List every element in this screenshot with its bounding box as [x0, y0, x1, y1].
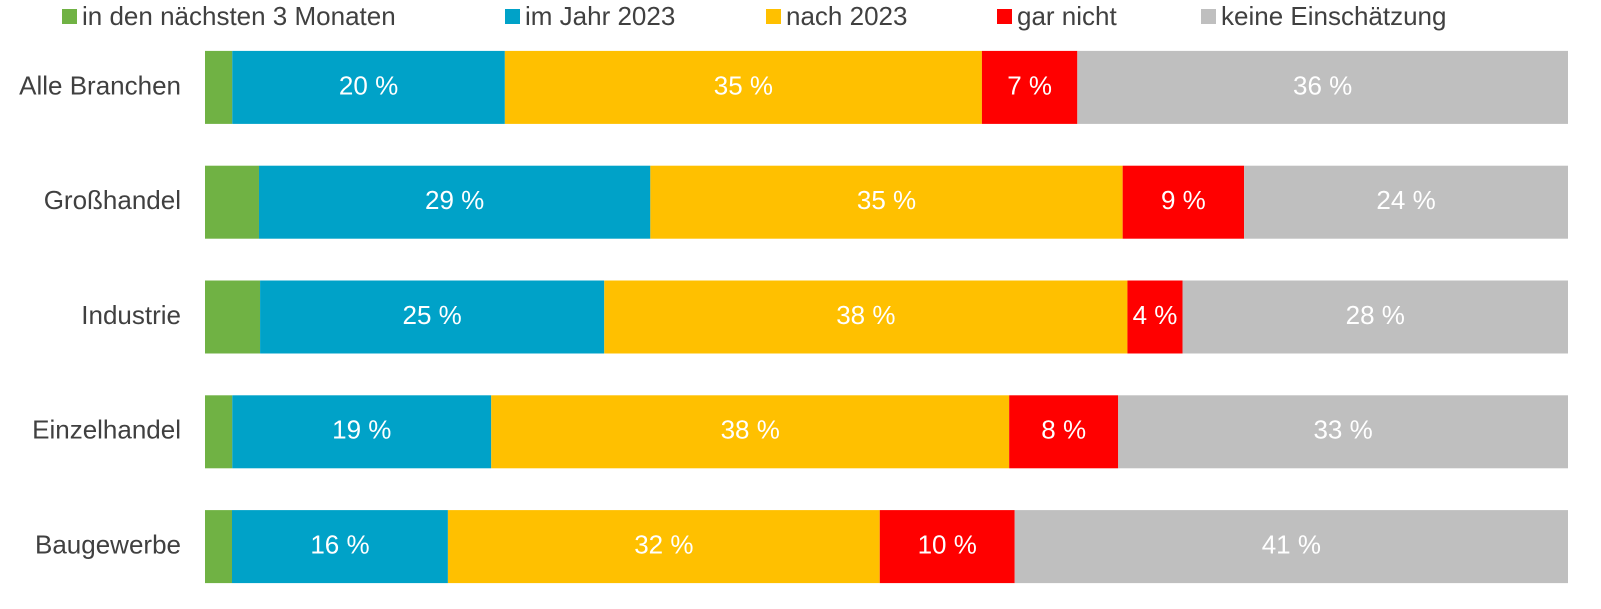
- bar-segment: [231, 510, 448, 584]
- value-label: 25 %: [403, 300, 462, 330]
- value-label: 29 %: [425, 185, 484, 215]
- category-label: Einzelhandel: [32, 415, 181, 445]
- legend-label: im Jahr 2023: [525, 1, 675, 31]
- category-label: Baugewerbe: [35, 529, 181, 559]
- bar-segment: [205, 510, 232, 584]
- bar-segment: [1122, 165, 1245, 239]
- bar-segment: [260, 280, 605, 354]
- bar-segment: [205, 280, 261, 354]
- bar-segment: [447, 510, 880, 584]
- value-label: 28 %: [1346, 300, 1405, 330]
- value-label: 9 %: [1161, 185, 1206, 215]
- value-label: 20 %: [339, 70, 398, 100]
- bar-segment: [650, 165, 1123, 239]
- bar-segment: [1009, 395, 1119, 469]
- value-label: 38 %: [836, 300, 895, 330]
- value-label: 24 %: [1376, 185, 1435, 215]
- bar-segment: [504, 50, 982, 124]
- legend-swatch: [997, 9, 1012, 24]
- legend-swatch: [62, 9, 77, 24]
- bar-segment: [232, 395, 492, 469]
- legend-label: gar nicht: [1017, 1, 1117, 31]
- value-label: 41 %: [1262, 529, 1321, 559]
- legend-label: keine Einschätzung: [1221, 1, 1446, 31]
- value-label: 38 %: [721, 415, 780, 445]
- category-label: Großhandel: [44, 185, 181, 215]
- legend-swatch: [505, 9, 520, 24]
- bar-segment: [1127, 280, 1183, 354]
- value-label: 35 %: [714, 70, 773, 100]
- legend-swatch: [1201, 9, 1216, 24]
- value-label: 32 %: [634, 529, 693, 559]
- bar-segment: [205, 50, 233, 124]
- value-label: 8 %: [1041, 415, 1086, 445]
- bar-segment: [981, 50, 1078, 124]
- value-label: 7 %: [1007, 70, 1052, 100]
- bar-segment: [1182, 280, 1568, 354]
- bar-segment: [491, 395, 1010, 469]
- bar-segment: [205, 165, 259, 239]
- bar-segment: [232, 50, 505, 124]
- bar-segment: [205, 395, 233, 469]
- bar-segment: [879, 510, 1015, 584]
- value-label: 16 %: [310, 529, 369, 559]
- legend-label: nach 2023: [786, 1, 907, 31]
- category-label: Alle Branchen: [19, 70, 181, 100]
- value-label: 10 %: [918, 529, 977, 559]
- value-label: 4 %: [1133, 300, 1178, 330]
- bar-segment: [1244, 165, 1568, 239]
- value-label: 19 %: [332, 415, 391, 445]
- value-label: 33 %: [1313, 415, 1372, 445]
- legend-label: in den nächsten 3 Monaten: [82, 1, 396, 31]
- value-label: 35 %: [857, 185, 916, 215]
- category-label: Industrie: [81, 300, 181, 330]
- value-label: 36 %: [1293, 70, 1352, 100]
- bar-segment: [1014, 510, 1568, 584]
- legend-swatch: [766, 9, 781, 24]
- bar-segment: [1118, 395, 1568, 469]
- bar-segment: [604, 280, 1128, 354]
- bar-segment: [1077, 50, 1568, 124]
- bar-segment: [258, 165, 651, 239]
